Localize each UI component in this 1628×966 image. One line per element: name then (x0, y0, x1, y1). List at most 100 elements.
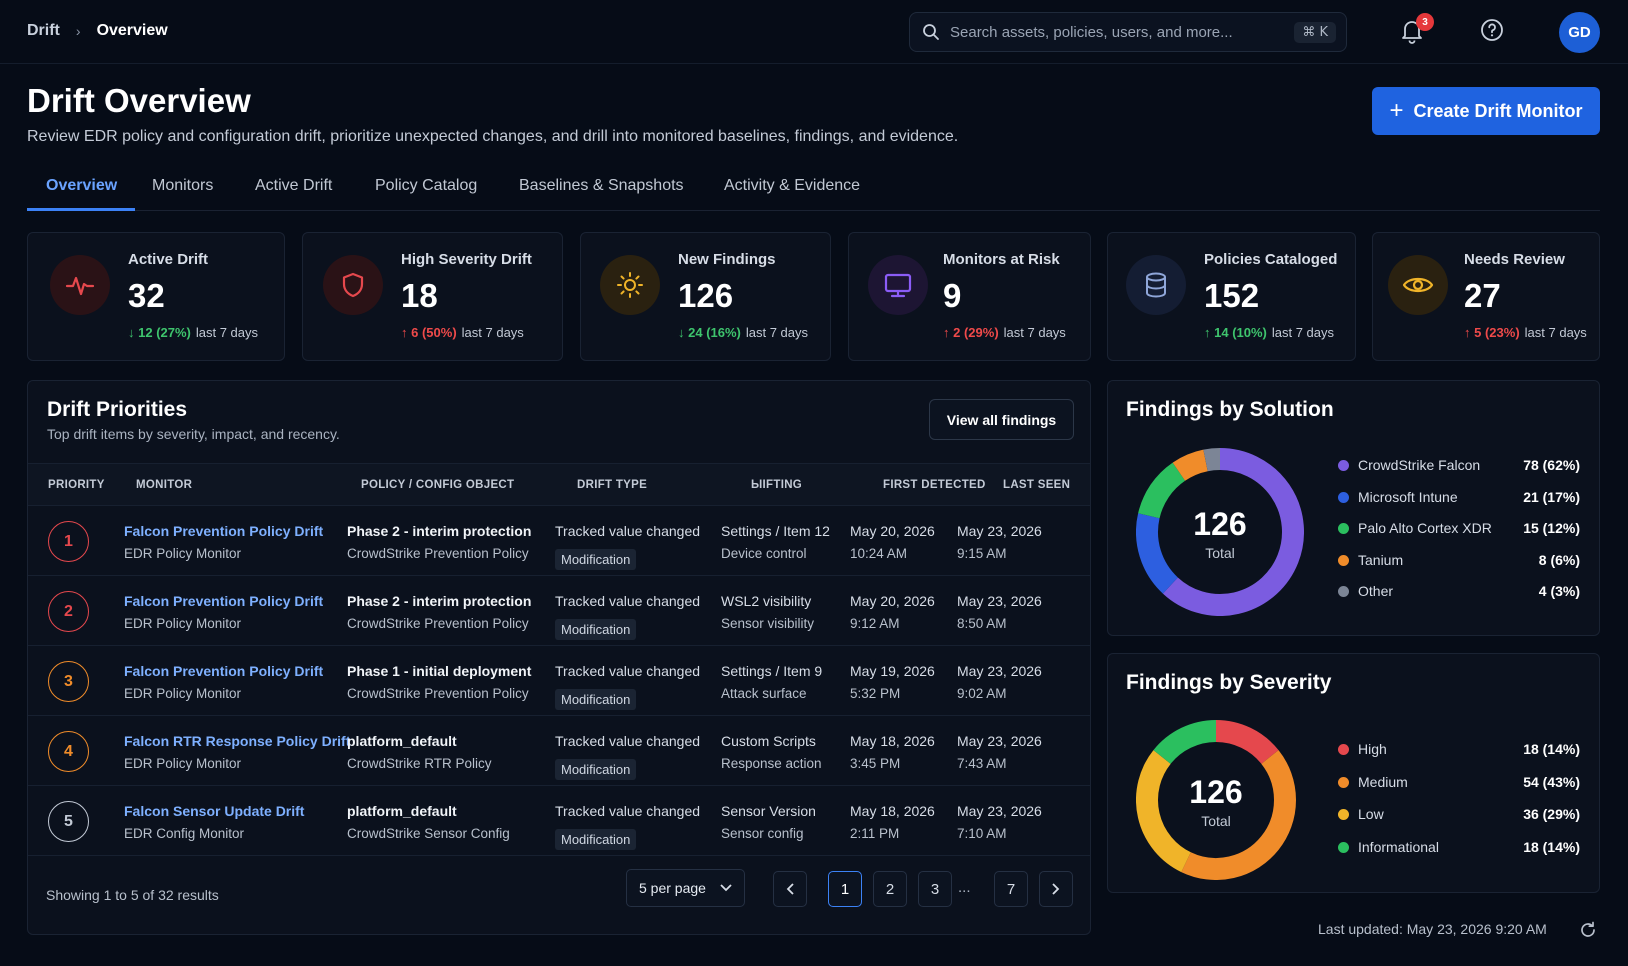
breadcrumb-root[interactable]: Drift (27, 22, 60, 39)
refresh-button[interactable] (1578, 920, 1598, 940)
chevron-left-icon (786, 883, 794, 895)
page-3-button[interactable]: 3 (918, 871, 952, 907)
legend-value: 4 (3%) (1538, 583, 1580, 599)
donut-slice-crowdstrike-falcon[interactable] (1162, 448, 1304, 616)
table-row[interactable]: 2 Falcon Prevention Policy Drift EDR Polic… (28, 576, 1090, 646)
column-header[interactable]: POLICY / CONFIG OBJECT (361, 479, 515, 491)
first-detected-date: May 20, 2026 (850, 593, 935, 609)
legend-value: 78 (62%) (1523, 457, 1580, 473)
donut-slice-informational[interactable] (1153, 720, 1217, 765)
findings-by-solution-panel: Findings by Solution 126 Total CrowdStri… (1107, 380, 1600, 636)
monitor-link[interactable]: Falcon RTR Response Policy Drift (124, 733, 351, 749)
page-2-button[interactable]: 2 (873, 871, 907, 907)
donut-slice-tanium[interactable] (1172, 449, 1209, 481)
kpi-delta-value: 6 (50%) (411, 325, 457, 340)
search-input[interactable] (950, 23, 1270, 41)
monitor-link[interactable]: Falcon Prevention Policy Drift (124, 663, 324, 679)
tab-overview[interactable]: Overview (46, 177, 118, 194)
legend-item[interactable]: Microsoft Intune 21 (17%) (1338, 488, 1580, 508)
policy-object-type: CrowdStrike Sensor Config (347, 826, 510, 841)
panel-title: Findings by Solution (1126, 398, 1334, 421)
table-row[interactable]: 3 Falcon Prevention Policy Drift EDR Polic… (28, 646, 1090, 716)
legend-item[interactable]: Medium 54 (43%) (1338, 773, 1580, 793)
policy-object-type: CrowdStrike RTR Policy (347, 756, 492, 771)
search-box[interactable]: ⌘ K (909, 12, 1347, 52)
breadcrumb: Drift › Overview (27, 22, 168, 40)
database-icon (1126, 255, 1186, 315)
donut-slice-microsoft-intune[interactable] (1136, 513, 1179, 594)
shield-icon (323, 255, 383, 315)
donut-slice-medium[interactable] (1181, 750, 1296, 880)
tab-monitors[interactable]: Monitors (152, 177, 214, 194)
first-detected-date: May 18, 2026 (850, 733, 935, 749)
help-button[interactable] (1480, 18, 1506, 44)
create-drift-monitor-button[interactable]: + Create Drift Monitor (1372, 87, 1600, 135)
donut-slice-palo-alto-cortex-xdr[interactable] (1138, 462, 1186, 519)
column-header[interactable]: ЫIFTING (751, 479, 803, 491)
tab-policy-catalog[interactable]: Policy Catalog (375, 177, 478, 194)
donut-slice-other[interactable] (1203, 448, 1221, 472)
donut-slice-low[interactable] (1136, 750, 1192, 873)
column-header[interactable]: FIRST DETECTED (883, 479, 986, 491)
per-page-select[interactable]: 5 per page (626, 869, 745, 907)
column-header[interactable]: LAST SEEN (1003, 479, 1071, 491)
breadcrumb-current: Overview (96, 22, 168, 39)
legend-item[interactable]: CrowdStrike Falcon 78 (62%) (1338, 456, 1580, 476)
donut-slice-high[interactable] (1215, 720, 1279, 765)
legend-label: High (1358, 741, 1387, 757)
table-header: PRIORITY MONITOR POLICY / CONFIG OBJECT … (28, 463, 1090, 506)
tab-baselines-snapshots[interactable]: Baselines & Snapshots (519, 177, 684, 194)
kpi-card-high-severity-drift[interactable]: High Severity Drift 18 ↑ 6 (50%) last 7 d… (302, 232, 563, 361)
legend-item[interactable]: Tanium 8 (6%) (1338, 551, 1580, 571)
legend-item[interactable]: Informational 18 (14%) (1338, 838, 1580, 858)
findings-by-severity-panel: Findings by Severity 126 Total High 18 (1… (1107, 653, 1600, 893)
monitor-link[interactable]: Falcon Sensor Update Drift (124, 803, 305, 819)
legend-label: Informational (1358, 838, 1439, 855)
table-row[interactable]: 4 Falcon RTR Response Policy Drift EDR Pol… (28, 716, 1090, 786)
column-header[interactable]: DRIFT TYPE (577, 479, 648, 491)
priority-badge: 4 (48, 731, 89, 772)
tab-activity-evidence[interactable]: Activity & Evidence (724, 177, 861, 194)
monitor-type: EDR Policy Monitor (124, 686, 242, 701)
legend-label: CrowdStrike Falcon (1358, 457, 1481, 473)
kpi-card-policies-cataloged[interactable]: Policies Cataloged 152 ↑ 14 (10%) last 7 … (1107, 232, 1356, 361)
monitor-link[interactable]: Falcon Prevention Policy Drift (124, 593, 324, 609)
setting-name: Sensor Version (721, 803, 816, 819)
table-row[interactable]: 5 Falcon Sensor Update Drift EDR Config Mo… (28, 786, 1090, 856)
arrow-down-icon: ↓ (128, 325, 135, 340)
table-row[interactable]: 1 Falcon Prevention Policy Drift EDR Polic… (28, 506, 1090, 576)
sun-icon (600, 255, 660, 315)
first-detected-time: 10:24 AM (850, 546, 908, 561)
page-1-button[interactable]: 1 (828, 871, 862, 907)
kpi-label: Active Drift (128, 251, 209, 268)
view-all-findings-button[interactable]: View all findings (929, 399, 1074, 440)
kpi-card-monitors-at-risk[interactable]: Monitors at Risk 9 ↑ 2 (29%) last 7 days (848, 232, 1091, 361)
column-header[interactable]: MONITOR (136, 479, 193, 491)
first-detected-time: 5:32 PM (850, 686, 901, 701)
column-header[interactable]: PRIORITY (48, 479, 105, 491)
kpi-card-new-findings[interactable]: New Findings 126 ↓ 24 (16%) last 7 days (580, 232, 831, 361)
page-7-button[interactable]: 7 (994, 871, 1028, 907)
setting-category: Sensor visibility (721, 616, 815, 631)
arrow-down-icon: ↓ (678, 325, 685, 340)
legend-item[interactable]: Other 4 (3%) (1338, 582, 1580, 602)
legend-item[interactable]: Low 36 (29%) (1338, 805, 1580, 825)
legend-value: 15 (12%) (1523, 520, 1580, 536)
kpi-card-needs-review[interactable]: Needs Review 27 ↑ 5 (23%) last 7 days (1372, 232, 1600, 361)
legend-item[interactable]: Palo Alto Cortex XDR 15 (12%) (1338, 519, 1580, 539)
legend-swatch (1338, 523, 1349, 534)
monitor-link[interactable]: Falcon Prevention Policy Drift (124, 523, 324, 539)
kpi-card-active-drift[interactable]: Active Drift 32 ↓ 12 (27%) last 7 days (27, 232, 285, 361)
user-avatar[interactable]: GD (1559, 12, 1600, 53)
pagination-ellipsis: ... (958, 879, 971, 896)
legend-item[interactable]: High 18 (14%) (1338, 740, 1580, 760)
donut-total: 126 (1193, 506, 1247, 542)
notifications-button[interactable]: 3 (1400, 13, 1434, 46)
tab-active-drift[interactable]: Active Drift (255, 177, 333, 194)
previous-page-button[interactable] (773, 871, 807, 907)
next-page-button[interactable] (1039, 871, 1073, 907)
kpi-value: 18 (401, 277, 438, 314)
search-shortcut: ⌘ K (1294, 21, 1336, 43)
drift-type-badge: Modification (555, 829, 637, 850)
arrow-up-icon: ↑ (401, 325, 408, 340)
